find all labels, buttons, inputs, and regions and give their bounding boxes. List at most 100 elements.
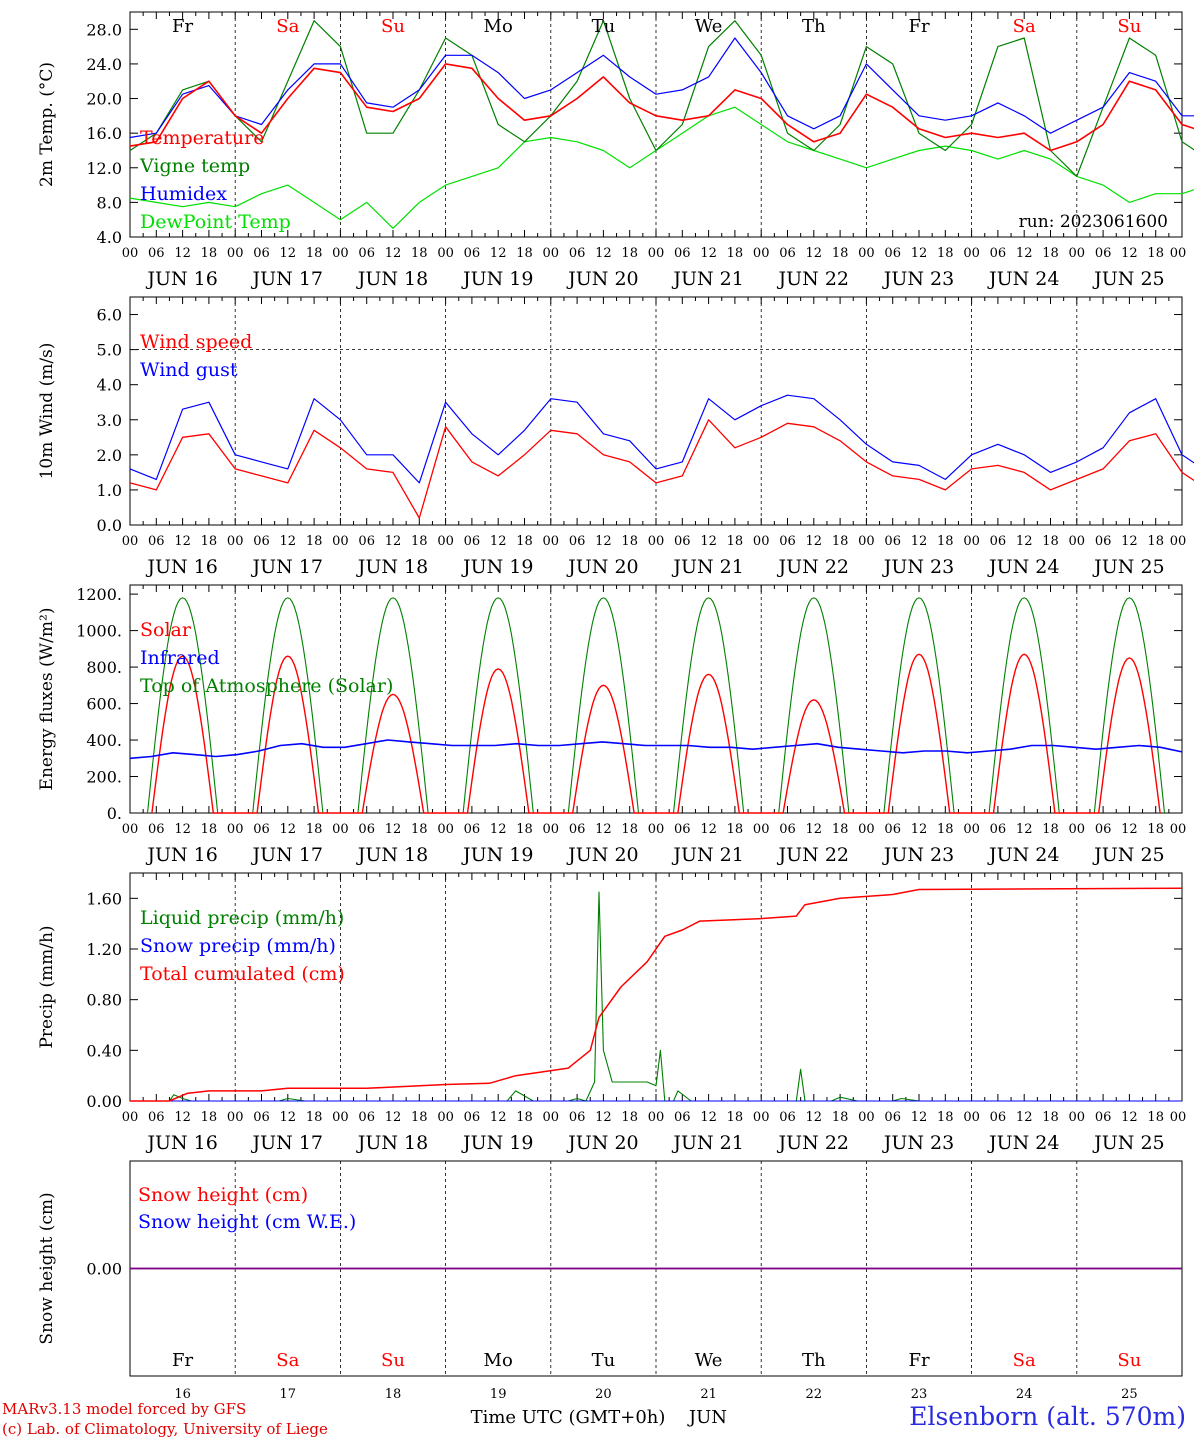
date-label: JUN 21 [671,844,743,866]
weekday-label: We [695,1350,723,1371]
hour-tick-label: 18 [727,1110,744,1125]
y-tick-label: 1200. [76,585,122,604]
hour-tick-label: 12 [385,822,402,837]
hour-tick-label: 06 [569,822,586,837]
weekday-label: Sa [276,1350,299,1371]
hour-tick-label: 06 [990,1110,1007,1125]
hour-tick-label: 12 [595,246,612,261]
hour-tick-label: 00 [122,1110,139,1125]
hour-tick-label: 12 [595,1110,612,1125]
hour-tick-label: 00 [858,1110,875,1125]
y-axis-label: Snow height (cm) [37,1192,57,1344]
date-label: JUN 19 [461,268,533,290]
hour-tick-label: 18 [937,822,954,837]
y-tick-label: 400. [86,731,122,750]
hour-tick-label: 18 [621,534,638,549]
hour-tick-label: 00 [1069,246,1086,261]
date-label: JUN 18 [356,268,428,290]
y-axis-label: 2m Temp. (°C) [37,62,57,187]
hour-tick-label: 00 [227,822,244,837]
hour-tick-label: 12 [1016,246,1033,261]
hour-tick-label: 06 [884,1110,901,1125]
hour-tick-label: 18 [727,822,744,837]
date-label: JUN 23 [882,268,954,290]
hour-tick-label: 06 [884,822,901,837]
y-tick-label: 4.0 [97,376,122,395]
hour-tick-label: 00 [332,822,349,837]
hour-tick-label: 18 [1147,246,1164,261]
hour-tick-label: 06 [1095,1110,1112,1125]
hour-tick-label: 18 [516,822,533,837]
hour-tick-label: 06 [464,246,481,261]
y-tick-label: 1000. [76,622,122,641]
weekday-label: Fr [908,16,929,37]
hour-tick-label: 12 [1121,246,1138,261]
hour-tick-label: 18 [832,246,849,261]
hour-tick-label: 00 [227,534,244,549]
date-label: JUN 18 [356,1132,428,1154]
hour-tick-label: 00 [227,246,244,261]
hour-tick-label: 06 [674,534,691,549]
hour-tick-label: 00 [543,1110,560,1125]
hour-tick-label: 12 [490,822,507,837]
hour-tick-label: 00 [858,534,875,549]
hour-tick-label: 12 [911,822,928,837]
date-label: JUN 20 [566,268,638,290]
weekday-label: Su [381,16,405,37]
hour-tick-label: 00 [122,246,139,261]
hour-tick-label: 00 [122,534,139,549]
hour-tick-label: 00 [543,246,560,261]
hour-tick-label: 06 [253,534,270,549]
date-label: JUN 24 [987,556,1059,578]
hour-tick-label: 06 [569,1110,586,1125]
hour-tick-label: 06 [464,534,481,549]
weekday-label: Fr [172,1350,193,1371]
hour-tick-label: 12 [385,1110,402,1125]
total-cumulated-line [130,887,1183,1102]
humidex-line [129,37,1194,139]
hour-tick-label: 06 [779,246,796,261]
y-tick-label: 12.0 [86,159,122,178]
weekday-label: Fr [172,16,193,37]
y-tick-label: 0.00 [86,1260,122,1279]
hour-tick-label: 06 [674,1110,691,1125]
hour-tick-label: 12 [490,534,507,549]
hour-tick-label: 18 [201,534,218,549]
hour-tick-label: 00 [858,822,875,837]
hour-tick-label: 12 [490,1110,507,1125]
weekday-label: Fr [908,1350,929,1371]
date-label: JUN 24 [987,1132,1059,1154]
hour-tick-label: 06 [779,1110,796,1125]
hour-tick-label: 06 [990,246,1007,261]
hour-tick-label: 18 [621,1110,638,1125]
hour-tick-label: 00 [753,822,770,837]
hour-tick-label: 06 [464,1110,481,1125]
day-number-label: 24 [1016,1387,1033,1402]
plot-frame [129,11,1183,238]
hour-tick-label: 00 [332,1110,349,1125]
hour-tick-label: 12 [1016,534,1033,549]
hour-tick-label: 18 [727,246,744,261]
date-label: JUN 17 [251,844,323,866]
weekday-label: Sa [276,16,299,37]
infrared-line [129,739,1183,760]
date-label: JUN 16 [145,1132,217,1154]
date-label: JUN 16 [145,268,217,290]
hour-tick-label: 18 [411,534,428,549]
hour-tick-label: 18 [1042,246,1059,261]
weekday-label: Tu [592,1350,616,1371]
panel-5: 0.00 Snow height (cm) Snow height (cm) Snow… [37,1160,1183,1428]
hour-tick-label: 18 [411,822,428,837]
legend-entry: Snow height (cm W.E.) [138,1211,356,1233]
hour-tick-label: 18 [306,534,323,549]
day-number-label: 23 [911,1387,928,1402]
hour-tick-label: 18 [516,246,533,261]
y-tick-label: 0.0 [97,516,122,535]
hour-tick-label: 12 [1121,534,1138,549]
y-axis-label: Energy fluxes (W/m²) [37,608,57,791]
hour-tick-label: 18 [727,534,744,549]
date-label: JUN 25 [1092,1132,1164,1154]
hour-tick-label: 00 [543,822,560,837]
hour-tick-label: 12 [806,822,823,837]
